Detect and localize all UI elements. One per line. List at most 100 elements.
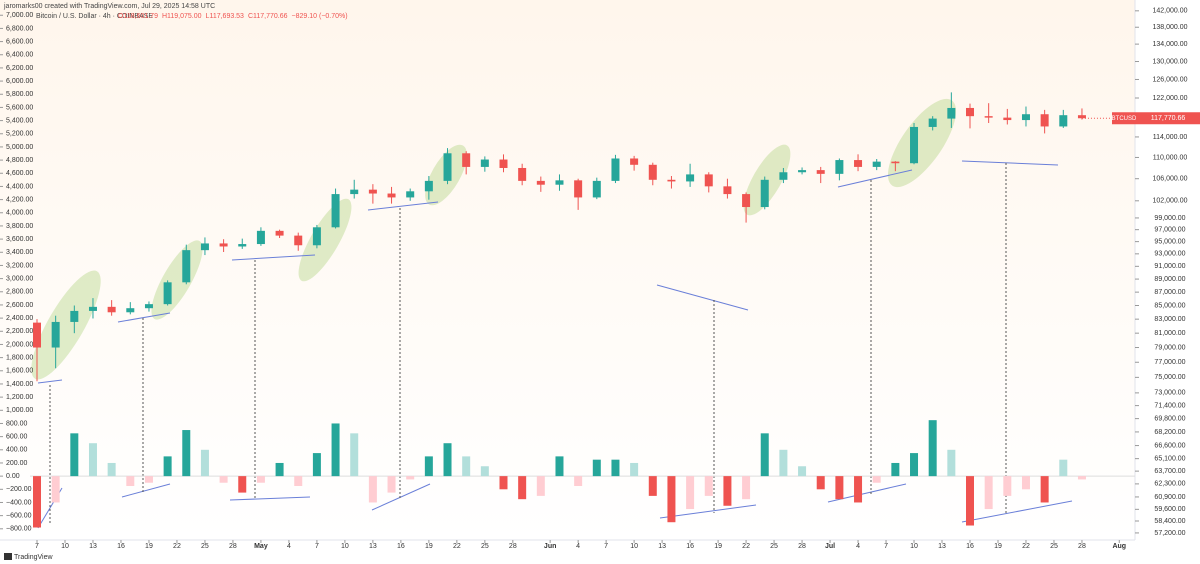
x-tick-label: 13 (369, 543, 377, 550)
histogram-bar (51, 476, 60, 503)
trend-line (371, 483, 431, 511)
x-tick-label: 28 (229, 543, 237, 550)
candle-body (611, 158, 620, 181)
y-tick-label: 138,000.00 (1152, 24, 1187, 31)
y-tick-label: 65,100.00 (1154, 455, 1185, 462)
candle-body (406, 191, 415, 198)
y2-tick-label: 5,000.00 (6, 144, 33, 151)
candle-body (891, 161, 900, 164)
y2-tick-label: 1,600.00 (6, 368, 33, 375)
histogram-bar (256, 476, 265, 483)
y-tick-label: 57,200.00 (1154, 530, 1185, 537)
x-tick-label: 22 (742, 543, 750, 550)
y-tick-label: 142,000.00 (1152, 8, 1187, 15)
candle-body (742, 194, 751, 208)
y2-tick-label: 4,600.00 (6, 170, 33, 177)
candle-body (1040, 114, 1049, 127)
x-tick-label: 7 (35, 543, 39, 550)
brand-logo (4, 553, 12, 560)
y2-tick-label: 0.00 (6, 473, 20, 480)
histogram-bar (835, 476, 844, 500)
histogram-bar (891, 462, 900, 477)
candle-body (238, 244, 247, 247)
y2-tick-label: 4,400.00 (6, 183, 33, 190)
histogram-bar (760, 433, 769, 477)
candle-body (667, 179, 676, 182)
candle-body (704, 174, 713, 187)
histogram-bar (798, 466, 807, 477)
x-tick-label: 25 (1050, 543, 1058, 550)
y-tick-label: 71,400.00 (1154, 402, 1185, 409)
y-tick-label: 99,000.00 (1154, 215, 1185, 222)
y2-tick-label: 3,600.00 (6, 236, 33, 243)
y-tick-label: 126,000.00 (1152, 76, 1187, 83)
y2-tick-label: 6,400.00 (6, 52, 33, 59)
candle-body (331, 194, 340, 228)
histogram-bar (1077, 476, 1086, 480)
x-tick-label: 7 (315, 543, 319, 550)
candle-body (499, 159, 508, 168)
histogram-bar (536, 476, 545, 496)
candle-body (984, 116, 993, 118)
candle-body (816, 170, 825, 174)
symbol-title: Bitcoin / U.S. Dollar · 4h · COINBASE (36, 13, 153, 20)
histogram-bar (275, 462, 284, 477)
histogram-bar (33, 476, 41, 528)
symbol-tag-box (1112, 112, 1136, 125)
candle-body (723, 186, 732, 195)
candle-body (256, 230, 265, 245)
y-tick-label: 81,000.00 (1154, 330, 1185, 337)
x-tick-label: 4 (856, 543, 860, 550)
histogram-bar (1059, 459, 1068, 477)
candle-body (835, 160, 844, 174)
candle-body (592, 180, 601, 198)
candle-body (480, 159, 489, 167)
histogram-bar (238, 476, 247, 493)
x-tick-label: 28 (509, 543, 517, 550)
histogram-bar (219, 476, 228, 483)
y2-tick-label: 1,000.00 (6, 407, 33, 414)
candle-body (144, 304, 153, 309)
x-tick-label: 22 (173, 543, 181, 550)
candle-body (1021, 114, 1030, 121)
x-tick-label: 16 (397, 543, 405, 550)
histogram-bar (872, 476, 881, 483)
trend-line (961, 160, 1059, 166)
y2-tick-label: 2,200.00 (6, 328, 33, 335)
histogram-bar (779, 449, 788, 477)
y-tick-label: 85,000.00 (1154, 302, 1185, 309)
y-tick-label: 59,600.00 (1154, 506, 1185, 513)
histogram-bar (368, 476, 377, 503)
highlight (887, 98, 957, 188)
legend-value: C117,770.66 (248, 13, 288, 20)
highlight (31, 270, 101, 380)
histogram-bar (947, 449, 956, 477)
y-tick-label: 58,400.00 (1154, 518, 1185, 525)
y2-tick-label: 2,800.00 (6, 289, 33, 296)
trend-line (117, 312, 171, 323)
x-tick-label: 10 (61, 543, 69, 550)
brand: TradingView (14, 554, 53, 561)
y2-tick-label: 2,400.00 (6, 315, 33, 322)
histogram-bar (686, 476, 695, 510)
y-tick-label: 62,300.00 (1154, 481, 1185, 488)
y-tick-label: 83,000.00 (1154, 316, 1185, 323)
candle-body (126, 308, 135, 313)
x-tick-label: 22 (453, 543, 461, 550)
y2-tick-label: 5,600.00 (6, 104, 33, 111)
x-tick-label: 4 (287, 543, 291, 550)
y-tick-label: 77,000.00 (1154, 359, 1185, 366)
y2-tick-label: 1,200.00 (6, 394, 33, 401)
x-tick-label: 25 (201, 543, 209, 550)
candle-body (107, 306, 116, 313)
x-tick-label: 19 (145, 543, 153, 550)
histogram-bar (555, 456, 564, 477)
last-price-box (1136, 112, 1200, 125)
y2-tick-label: 4,000.00 (6, 210, 33, 217)
y-tick-label: 134,000.00 (1152, 41, 1187, 48)
y-tick-label: 87,000.00 (1154, 289, 1185, 296)
x-tick-label: 13 (89, 543, 97, 550)
trend-line (659, 504, 757, 519)
y2-tick-label: 5,400.00 (6, 117, 33, 124)
